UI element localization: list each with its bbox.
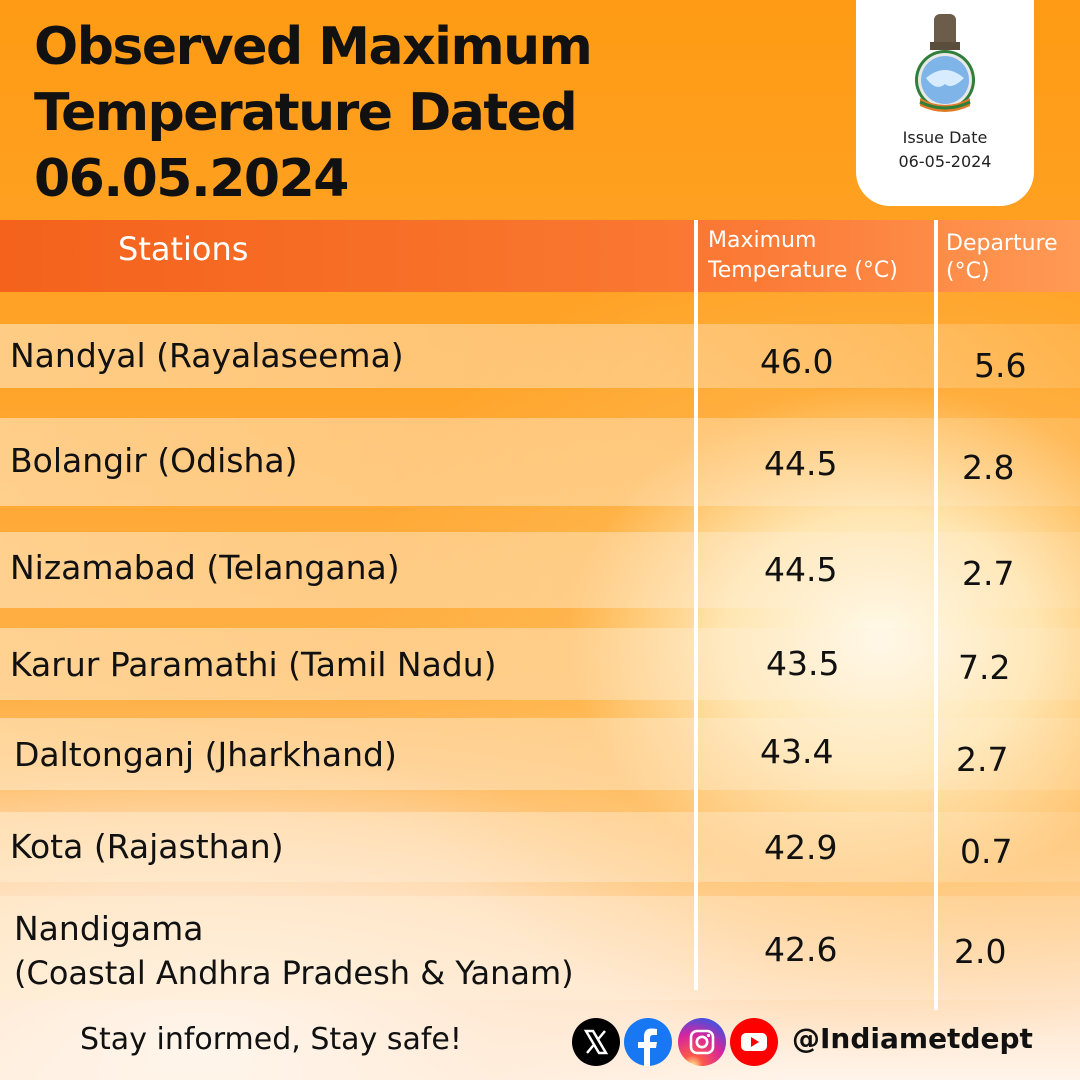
x-icon[interactable] (572, 1018, 620, 1066)
issue-date-label: Issue Date (902, 128, 988, 147)
row-band (0, 718, 1080, 790)
departure-value: 2.0 (954, 932, 1007, 971)
station-name: Bolangir (Odisha) (10, 441, 298, 480)
departure-value: 2.7 (962, 554, 1015, 593)
max-temperature-value: 42.6 (764, 930, 838, 969)
station-name: Kota (Rajasthan) (10, 827, 284, 866)
station-name: Karur Paramathi (Tamil Nadu) (10, 645, 497, 684)
station-name: Nizamabad (Telangana) (10, 548, 400, 587)
table-header-band (0, 220, 1080, 292)
issue-date-value: 06-05-2024 (898, 152, 992, 171)
header-stations: Stations (118, 230, 249, 268)
row-band (0, 628, 1080, 700)
max-temperature-value: 43.4 (760, 732, 834, 771)
social-handle: @Indiametdept (792, 1022, 1033, 1055)
station-name: Daltonganj (Jharkhand) (14, 735, 397, 774)
facebook-icon[interactable] (624, 1018, 672, 1066)
column-divider (934, 220, 938, 1010)
station-name-line-1: Nandigama (14, 909, 204, 948)
title-line-2: Temperature Dated (34, 83, 578, 143)
departure-value: 2.8 (962, 448, 1015, 487)
station-name: Nandyal (Rayalaseema) (10, 336, 404, 375)
station-name-line-2: (Coastal Andhra Pradesh & Yanam) (14, 954, 574, 992)
column-divider (694, 220, 698, 990)
header-dep-line-2: (°C) (946, 259, 990, 284)
header-max-temperature: Maximum Temperature (°C) (708, 226, 948, 286)
header-departure: Departure (°C) (946, 230, 1080, 286)
row-band (0, 812, 1080, 882)
header-max-line-1: Maximum (708, 228, 817, 253)
departure-value: 0.7 (960, 832, 1013, 871)
footer-tagline: Stay informed, Stay safe! (80, 1022, 462, 1057)
row-band (0, 896, 1080, 1000)
title-line-1: Observed Maximum (34, 17, 593, 77)
max-temperature-value: 44.5 (764, 444, 838, 483)
max-temperature-value: 46.0 (760, 342, 834, 381)
header-max-line-2: Temperature (°C) (708, 258, 898, 283)
departure-value: 5.6 (974, 346, 1027, 385)
max-temperature-value: 44.5 (764, 550, 838, 589)
max-temperature-value: 43.5 (766, 644, 840, 683)
page-title: Observed Maximum Temperature Dated 06.05… (34, 14, 654, 212)
header-dep-line-1: Departure (946, 231, 1058, 256)
youtube-icon[interactable] (730, 1018, 778, 1066)
issue-date-badge: Issue Date 06-05-2024 (856, 0, 1034, 206)
row-band (0, 418, 1080, 506)
row-band (0, 324, 1080, 388)
max-temperature-value: 42.9 (764, 828, 838, 867)
instagram-icon[interactable] (678, 1018, 726, 1066)
imd-emblem-icon (915, 14, 975, 112)
row-band (0, 532, 1080, 608)
departure-value: 7.2 (958, 648, 1011, 687)
departure-value: 2.7 (956, 740, 1009, 779)
title-line-3: 06.05.2024 (34, 149, 349, 209)
